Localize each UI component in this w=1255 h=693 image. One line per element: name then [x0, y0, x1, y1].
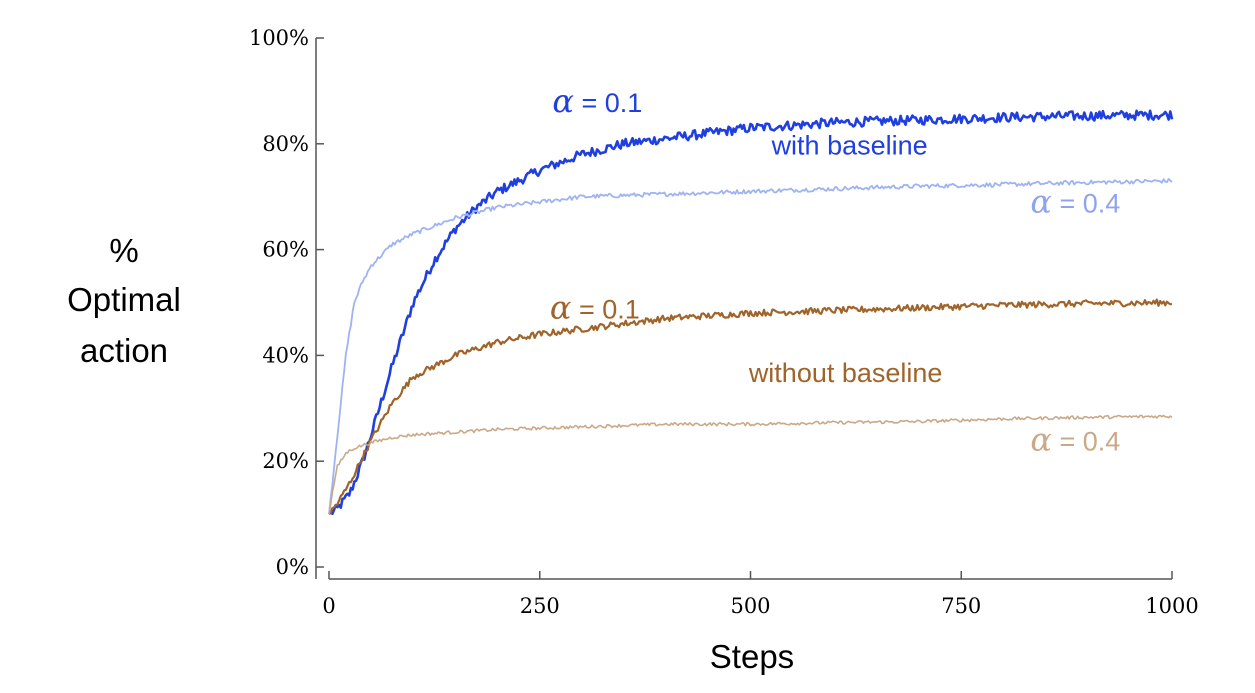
alpha-symbol: α: [550, 288, 572, 326]
annotation-3: α = 0.4: [1030, 183, 1120, 221]
y-tick-label: 60%: [262, 238, 309, 262]
ticks-layer: 0% 20% 40% 60% 80% 100% 0 250 500 750 1000: [249, 26, 1199, 618]
y-tick-label: 40%: [262, 343, 309, 367]
annotation-text: = 0.4: [1052, 427, 1120, 457]
annotation-text: = 0.1: [574, 88, 642, 118]
alpha-symbol: α: [1030, 421, 1052, 459]
alpha-symbol: α: [1030, 183, 1052, 221]
annotation-2: with baseline: [771, 130, 928, 160]
annotation-4: α = 0.1: [550, 288, 640, 326]
x-tick-label: 750: [941, 594, 981, 618]
y-axis-title-line-1: %: [109, 232, 138, 269]
x-tick-label: 500: [730, 594, 770, 618]
y-axis-title-line-3: action: [80, 332, 168, 369]
annotation-text: = 0.4: [1052, 189, 1120, 219]
y-tick-label: 80%: [262, 132, 309, 156]
alpha-symbol: α: [552, 82, 574, 120]
y-axis-title: % Optimal action: [67, 232, 181, 369]
annotation-text: with baseline: [771, 130, 928, 160]
x-axis-title: Steps: [710, 638, 794, 675]
y-axis-title-line-2: Optimal: [67, 281, 181, 318]
annotation-1: α = 0.1: [552, 82, 642, 120]
x-tick-label: 250: [520, 594, 560, 618]
series-line-3: [328, 298, 1173, 515]
x-tick-label: 0: [322, 594, 335, 618]
annotation-6: α = 0.4: [1030, 421, 1120, 459]
y-tick-label: 100%: [249, 26, 309, 50]
annotation-text: without baseline: [748, 358, 943, 388]
axes-layer: [315, 38, 1172, 580]
series-line-2: [328, 178, 1173, 515]
x-tick-label: 1000: [1145, 594, 1198, 618]
annotation-text: = 0.1: [571, 294, 639, 324]
series-line-4: [328, 414, 1173, 515]
series-layer: [327, 109, 1174, 516]
y-tick-label: 0%: [276, 555, 309, 579]
annotation-5: without baseline: [748, 358, 943, 388]
y-tick-label: 20%: [262, 449, 309, 473]
